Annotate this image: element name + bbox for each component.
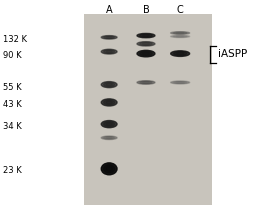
Bar [84, 14, 212, 205]
Text: B: B [143, 5, 149, 15]
Ellipse shape [176, 82, 184, 83]
Ellipse shape [106, 101, 112, 104]
Ellipse shape [104, 50, 115, 53]
Ellipse shape [171, 81, 190, 84]
Ellipse shape [101, 99, 117, 106]
Ellipse shape [174, 32, 187, 34]
Ellipse shape [106, 51, 112, 53]
Ellipse shape [104, 36, 115, 39]
Ellipse shape [106, 137, 112, 138]
Ellipse shape [101, 136, 117, 140]
Ellipse shape [140, 81, 152, 84]
Ellipse shape [137, 81, 155, 84]
Ellipse shape [176, 36, 184, 37]
Ellipse shape [106, 166, 112, 171]
Ellipse shape [176, 53, 184, 55]
Ellipse shape [106, 83, 112, 86]
Ellipse shape [101, 82, 117, 88]
Ellipse shape [174, 36, 187, 37]
Text: 23 K: 23 K [3, 166, 21, 175]
Ellipse shape [140, 42, 152, 45]
Text: 34 K: 34 K [3, 122, 21, 132]
Ellipse shape [101, 49, 117, 54]
Ellipse shape [142, 43, 150, 45]
Ellipse shape [142, 82, 150, 83]
Ellipse shape [104, 122, 115, 127]
Ellipse shape [104, 165, 115, 173]
Text: A: A [106, 5, 113, 15]
Ellipse shape [104, 136, 115, 139]
Ellipse shape [171, 51, 190, 56]
Ellipse shape [137, 50, 155, 57]
Ellipse shape [174, 81, 187, 84]
Text: C: C [177, 5, 184, 15]
Ellipse shape [140, 34, 152, 37]
Ellipse shape [106, 37, 112, 38]
Ellipse shape [171, 35, 190, 38]
Ellipse shape [171, 32, 190, 34]
Ellipse shape [137, 33, 155, 38]
Ellipse shape [101, 36, 117, 39]
Ellipse shape [142, 35, 150, 36]
Ellipse shape [101, 163, 117, 175]
Text: 90 K: 90 K [3, 51, 21, 60]
Ellipse shape [104, 100, 115, 105]
Ellipse shape [101, 121, 117, 128]
Text: 43 K: 43 K [3, 100, 21, 109]
Ellipse shape [140, 51, 152, 56]
Ellipse shape [142, 52, 150, 55]
Text: 55 K: 55 K [3, 83, 21, 92]
Ellipse shape [174, 52, 187, 56]
Ellipse shape [137, 42, 155, 46]
Text: iASPP: iASPP [218, 49, 247, 59]
Text: 132 K: 132 K [3, 35, 27, 44]
Ellipse shape [104, 82, 115, 87]
Ellipse shape [106, 123, 112, 126]
